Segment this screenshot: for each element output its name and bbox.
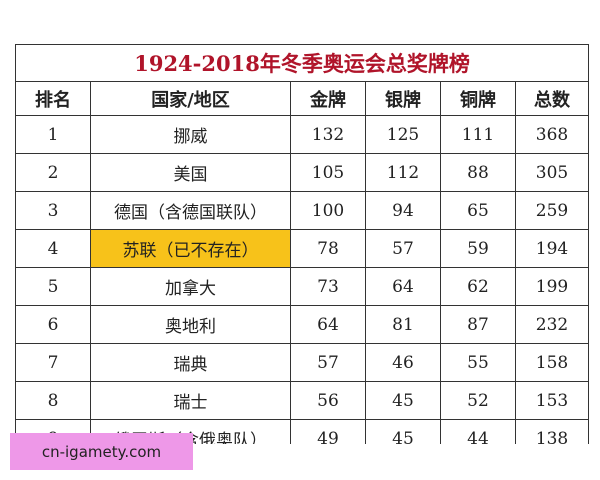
gold-cell: 56 xyxy=(290,381,366,420)
silver-cell: 57 xyxy=(365,229,441,268)
gold-cell: 78 xyxy=(290,229,366,268)
table-row: 4 苏联（已不存在） 78 57 59 194 xyxy=(15,229,589,268)
total-cell: 158 xyxy=(514,343,589,382)
rank-cell: 4 xyxy=(15,229,91,268)
rank-cell: 7 xyxy=(15,343,91,382)
rank-cell: 2 xyxy=(15,153,91,192)
medal-table: 1924-2018年冬季奥运会总奖牌榜 排名 国家/地区 金牌 银牌 铜牌 总数 1 挪威 1… xyxy=(15,44,589,444)
gold-cell: 49 xyxy=(290,419,366,444)
silver-cell: 125 xyxy=(365,115,441,154)
table-row: 7 瑞典 57 46 55 158 xyxy=(15,343,589,382)
gold-cell: 105 xyxy=(290,153,366,192)
silver-cell: 45 xyxy=(365,419,441,444)
gold-cell: 73 xyxy=(290,267,366,306)
bronze-cell: 44 xyxy=(440,419,516,444)
total-cell: 232 xyxy=(514,305,589,344)
country-cell: 美国 xyxy=(90,153,291,192)
rank-cell: 6 xyxy=(15,305,91,344)
table-row: 1 挪威 132 125 111 368 xyxy=(15,115,589,154)
country-cell: 瑞士 xyxy=(90,381,291,420)
column-header: 排名 xyxy=(15,81,91,116)
country-cell: 瑞典 xyxy=(90,343,291,382)
total-cell: 138 xyxy=(514,419,589,444)
column-header: 总数 xyxy=(514,81,589,116)
medal-table-container: 1924-2018年冬季奥运会总奖牌榜 排名 国家/地区 金牌 银牌 铜牌 总数 1 挪威 1… xyxy=(15,44,589,444)
table-row: 6 奥地利 64 81 87 232 xyxy=(15,305,589,344)
gold-cell: 132 xyxy=(290,115,366,154)
column-header: 金牌 xyxy=(290,81,366,116)
gold-cell: 57 xyxy=(290,343,366,382)
bronze-cell: 88 xyxy=(440,153,516,192)
country-cell: 苏联（已不存在） xyxy=(90,229,291,268)
bronze-cell: 65 xyxy=(440,191,516,230)
bronze-cell: 87 xyxy=(440,305,516,344)
column-header: 铜牌 xyxy=(440,81,516,116)
bronze-cell: 59 xyxy=(440,229,516,268)
gold-cell: 100 xyxy=(290,191,366,230)
total-cell: 199 xyxy=(514,267,589,306)
silver-cell: 46 xyxy=(365,343,441,382)
total-cell: 368 xyxy=(514,115,589,154)
bronze-cell: 52 xyxy=(440,381,516,420)
table-row: 2 美国 105 112 88 305 xyxy=(15,153,589,192)
silver-cell: 94 xyxy=(365,191,441,230)
silver-cell: 81 xyxy=(365,305,441,344)
rank-cell: 3 xyxy=(15,191,91,230)
rank-cell: 5 xyxy=(15,267,91,306)
watermark: cn-igamety.com xyxy=(10,433,193,470)
rank-cell: 1 xyxy=(15,115,91,154)
total-cell: 153 xyxy=(514,381,589,420)
total-cell: 259 xyxy=(514,191,589,230)
table-row: 5 加拿大 73 64 62 199 xyxy=(15,267,589,306)
country-cell: 挪威 xyxy=(90,115,291,154)
total-cell: 305 xyxy=(514,153,589,192)
table-title: 1924-2018年冬季奥运会总奖牌榜 xyxy=(15,44,589,82)
bronze-cell: 111 xyxy=(440,115,516,154)
column-header: 国家/地区 xyxy=(90,81,291,116)
country-cell: 加拿大 xyxy=(90,267,291,306)
gold-cell: 64 xyxy=(290,305,366,344)
column-header: 银牌 xyxy=(365,81,441,116)
table-row: 8 瑞士 56 45 52 153 xyxy=(15,381,589,420)
silver-cell: 64 xyxy=(365,267,441,306)
country-cell: 奥地利 xyxy=(90,305,291,344)
bronze-cell: 55 xyxy=(440,343,516,382)
total-cell: 194 xyxy=(514,229,589,268)
bronze-cell: 62 xyxy=(440,267,516,306)
silver-cell: 112 xyxy=(365,153,441,192)
table-row: 3 德国（含德国联队） 100 94 65 259 xyxy=(15,191,589,230)
country-cell: 德国（含德国联队） xyxy=(90,191,291,230)
rank-cell: 8 xyxy=(15,381,91,420)
silver-cell: 45 xyxy=(365,381,441,420)
